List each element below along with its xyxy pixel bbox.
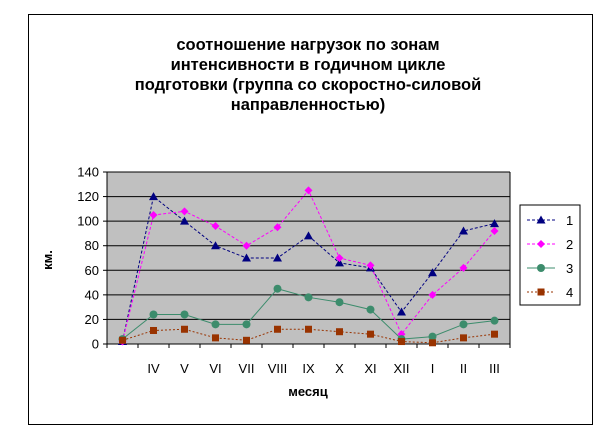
legend: 1 2 3 4 bbox=[519, 204, 581, 306]
data-point bbox=[211, 222, 220, 231]
data-point bbox=[305, 325, 312, 333]
y-tick-label: 140 bbox=[77, 165, 99, 180]
data-point bbox=[149, 211, 158, 219]
y-tick-label: 60 bbox=[85, 263, 99, 278]
data-point bbox=[428, 332, 437, 341]
x-tick-label: V bbox=[180, 361, 189, 376]
x-tick-label: III bbox=[489, 361, 500, 376]
data-point bbox=[490, 219, 499, 228]
data-point bbox=[242, 241, 251, 250]
y-tick-label: 40 bbox=[85, 287, 99, 302]
chart-title-line: соотношение нагрузок по зонам bbox=[176, 36, 439, 54]
y-tick-label: 80 bbox=[85, 238, 99, 253]
data-point bbox=[460, 334, 467, 342]
data-point bbox=[211, 241, 220, 250]
legend-marker bbox=[537, 288, 545, 296]
data-point bbox=[181, 325, 188, 333]
x-tick-label: II bbox=[460, 361, 467, 376]
data-point bbox=[490, 316, 499, 325]
x-tick-label: IX bbox=[302, 361, 315, 376]
data-point bbox=[398, 338, 405, 346]
data-point bbox=[366, 305, 375, 314]
y-axis-label: км. bbox=[40, 250, 55, 270]
data-point bbox=[428, 290, 437, 299]
legend-label: 2 bbox=[566, 237, 573, 252]
data-point bbox=[397, 307, 406, 316]
data-point bbox=[335, 254, 344, 262]
data-point bbox=[273, 253, 282, 262]
data-point bbox=[119, 336, 126, 344]
data-point bbox=[459, 263, 468, 272]
data-point bbox=[212, 334, 219, 342]
data-point bbox=[491, 330, 498, 338]
data-point bbox=[243, 336, 250, 344]
x-tick-label: I bbox=[431, 361, 435, 376]
chart-title-line: направленностью) bbox=[231, 96, 386, 114]
data-point bbox=[242, 320, 251, 329]
data-point bbox=[273, 284, 282, 293]
legend-box bbox=[519, 204, 581, 306]
x-tick-label: IV bbox=[147, 361, 160, 376]
data-point bbox=[367, 330, 374, 338]
data-point bbox=[242, 253, 251, 262]
chart-title: соотношение нагрузок по зонам интенсивнос… bbox=[135, 36, 481, 114]
data-point bbox=[149, 192, 158, 201]
data-point bbox=[366, 261, 375, 270]
data-point bbox=[459, 226, 468, 235]
legend-marker bbox=[536, 215, 546, 224]
data-point bbox=[180, 207, 189, 216]
x-axis-label: месяц bbox=[288, 384, 327, 399]
data-point bbox=[459, 320, 468, 329]
legend-marker bbox=[537, 264, 545, 272]
chart-title-line: интенсивности в годичном цикле bbox=[171, 56, 446, 74]
x-tick-label: X bbox=[335, 361, 344, 376]
y-tick-label: 20 bbox=[85, 312, 99, 327]
data-point bbox=[211, 320, 220, 329]
x-tick-label: VII bbox=[239, 361, 255, 376]
data-point bbox=[180, 216, 189, 225]
legend-label: 4 bbox=[566, 285, 573, 300]
data-point bbox=[336, 328, 343, 336]
chart-title-line: подготовки (группа со скоростно-силовой bbox=[135, 76, 481, 94]
y-tick-label: 0 bbox=[92, 337, 99, 352]
x-tick-label: XI bbox=[364, 361, 376, 376]
data-point bbox=[149, 310, 158, 319]
legend-marker bbox=[537, 240, 545, 248]
data-point bbox=[274, 325, 281, 333]
data-point bbox=[428, 268, 437, 277]
series-2 bbox=[118, 186, 499, 346]
data-point bbox=[304, 293, 313, 302]
data-point bbox=[490, 226, 499, 235]
x-tick-label: VI bbox=[209, 361, 221, 376]
y-tick-label: 120 bbox=[77, 189, 99, 204]
data-point bbox=[180, 310, 189, 319]
legend-label: 1 bbox=[566, 213, 573, 228]
legend-label: 3 bbox=[566, 261, 573, 276]
data-point bbox=[429, 339, 436, 347]
series-4 bbox=[119, 325, 498, 347]
x-tick-label: XII bbox=[394, 361, 410, 376]
data-point bbox=[335, 258, 344, 267]
data-point bbox=[335, 298, 344, 307]
data-point bbox=[304, 231, 313, 240]
data-point bbox=[150, 326, 157, 334]
data-point bbox=[273, 223, 282, 232]
y-tick-label: 100 bbox=[77, 214, 99, 229]
x-tick-label: VIII bbox=[268, 361, 288, 376]
plot-background bbox=[107, 172, 510, 344]
data-point bbox=[304, 186, 313, 195]
